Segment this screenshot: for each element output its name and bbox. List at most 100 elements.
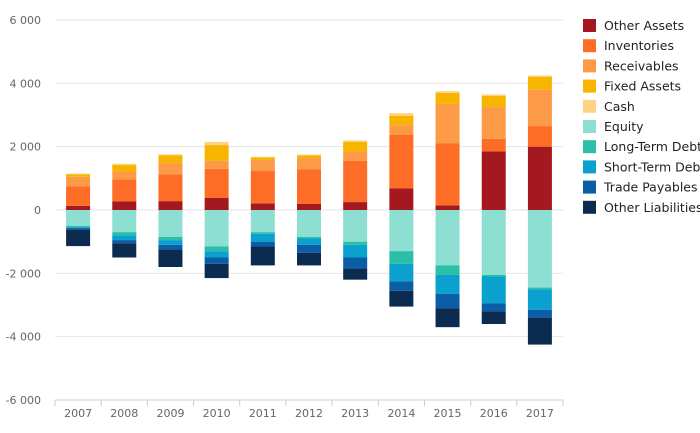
bar-segment-inventories [250, 171, 275, 204]
bar-segment-inventories [297, 169, 321, 204]
bar-segment-other-assets [343, 202, 368, 210]
bar-segment-long-term-debt [158, 236, 183, 241]
bar-segment-receivables [435, 103, 460, 144]
bar-segment-fixed-assets [250, 157, 275, 160]
legend-swatch [583, 79, 596, 93]
x-tick-label: 2008 [110, 407, 138, 420]
x-tick-label: 2017 [526, 407, 554, 420]
legend: Other Assets Inventories Receivables Fixed … [583, 18, 700, 215]
bar-segment-fixed-assets [343, 141, 368, 152]
y-tick-label: 6 000 [10, 14, 42, 27]
bar-segment-other-liabilities [527, 317, 552, 345]
bar-segment-equity [250, 210, 275, 233]
legend-item: Receivables [583, 58, 679, 73]
bar-segment-receivables [250, 159, 275, 172]
bar-segment-inventories [112, 179, 137, 202]
bar-segment-trade-payables [343, 257, 368, 269]
bar-segment-fixed-assets [481, 96, 506, 108]
legend-swatch [583, 140, 596, 154]
bar-segment-cash [389, 113, 414, 116]
legend-swatch [583, 59, 596, 73]
bar-segment-equity [481, 210, 506, 275]
bar-segment-equity [389, 210, 414, 252]
bar-segment-short-term-debt [527, 289, 552, 310]
bar-segment-inventories [158, 174, 183, 202]
bar-segment-long-term-debt [297, 236, 321, 239]
bar-segment-other-liabilities [158, 249, 183, 267]
bar-segment-inventories [204, 168, 229, 198]
bar-segment-long-term-debt [527, 287, 552, 290]
bar-segment-cash [66, 173, 91, 175]
legend-item: Other Liabilities [583, 200, 700, 215]
bar-segment-other-assets [158, 201, 183, 210]
legend-label: Equity [604, 119, 644, 134]
bar-segment-equity [297, 210, 321, 237]
bar-segment-other-liabilities [250, 246, 275, 266]
legend-label: Other Liabilities [604, 200, 700, 215]
legend-item: Fixed Assets [583, 79, 681, 94]
x-tick-label: 2015 [434, 407, 462, 420]
legend-swatch [583, 120, 596, 133]
x-tick-label: 2010 [203, 407, 231, 420]
bar-segment-receivables [389, 125, 414, 135]
y-axis-ticks: 6 000 4 000 2 000 0 -2 000 -4 000 -6 000 [6, 14, 41, 407]
legend-swatch [583, 200, 596, 214]
bar-segment-cash [481, 94, 506, 96]
x-tick-label: 2011 [249, 407, 277, 420]
bar-segment-inventories [527, 126, 552, 147]
bar-segment-equity [343, 210, 368, 242]
bar-segment-equity [112, 210, 137, 233]
bar-segment-long-term-debt [204, 246, 229, 252]
bar-segment-short-term-debt [389, 263, 414, 282]
bar-segment-receivables [66, 176, 91, 187]
bar-segment-trade-payables [389, 281, 414, 291]
x-tick-label: 2013 [341, 407, 369, 420]
bar-segment-trade-payables [250, 241, 275, 247]
bar-segment-receivables [158, 163, 183, 175]
bar-segment-equity [527, 210, 552, 288]
bar-segment-fixed-assets [112, 165, 137, 172]
bar-segment-cash [297, 154, 321, 156]
bar-segment-other-assets [527, 146, 552, 210]
bar-segment-long-term-debt [66, 225, 91, 228]
bar-segment-inventories [435, 143, 460, 206]
bar-segment-receivables [481, 107, 506, 139]
legend-swatch [583, 180, 596, 194]
bar-segment-other-liabilities [297, 252, 321, 266]
bar-segment-cash [527, 75, 552, 77]
bar-segment-other-liabilities [435, 308, 460, 328]
legend-item: Other Assets [583, 18, 684, 33]
legend-label: Long-Term Debt [604, 139, 700, 154]
bar-segment-receivables [297, 158, 321, 170]
legend-item: Inventories [583, 38, 674, 53]
bar-segment-other-liabilities [481, 311, 506, 324]
bar-segment-receivables [527, 89, 552, 127]
bar-segment-long-term-debt [389, 251, 414, 264]
bar-segment-trade-payables [204, 257, 229, 264]
legend-label: Trade Payables [603, 180, 698, 195]
bar-segment-short-term-debt [435, 274, 460, 294]
x-tick-label: 2016 [480, 407, 508, 420]
x-tick-label: 2012 [295, 407, 323, 420]
legend-label: Receivables [604, 58, 679, 73]
bar-segment-other-assets [250, 203, 275, 210]
bar-segment-trade-payables [158, 244, 183, 250]
bar-segment-fixed-assets [204, 145, 229, 161]
bar-segment-cash [158, 154, 183, 156]
bar-segment-other-liabilities [66, 229, 91, 247]
bar-segment-receivables [343, 151, 368, 161]
bar-segment-other-assets [297, 203, 321, 210]
bar-segment-trade-payables [297, 244, 321, 253]
bar-segment-cash [250, 156, 275, 158]
bar-segment-short-term-debt [158, 240, 183, 245]
bar-segment-long-term-debt [343, 241, 368, 245]
bar-segment-cash [112, 163, 137, 166]
legend-item: Equity [583, 119, 644, 134]
bar-segment-other-assets [204, 197, 229, 210]
y-tick-label: -6 000 [6, 394, 41, 407]
bar-segment-fixed-assets [158, 155, 183, 164]
bar-segment-long-term-debt [435, 265, 460, 275]
legend-item: Short-Term Debt [583, 159, 700, 174]
x-tick-label: 2007 [64, 407, 92, 420]
